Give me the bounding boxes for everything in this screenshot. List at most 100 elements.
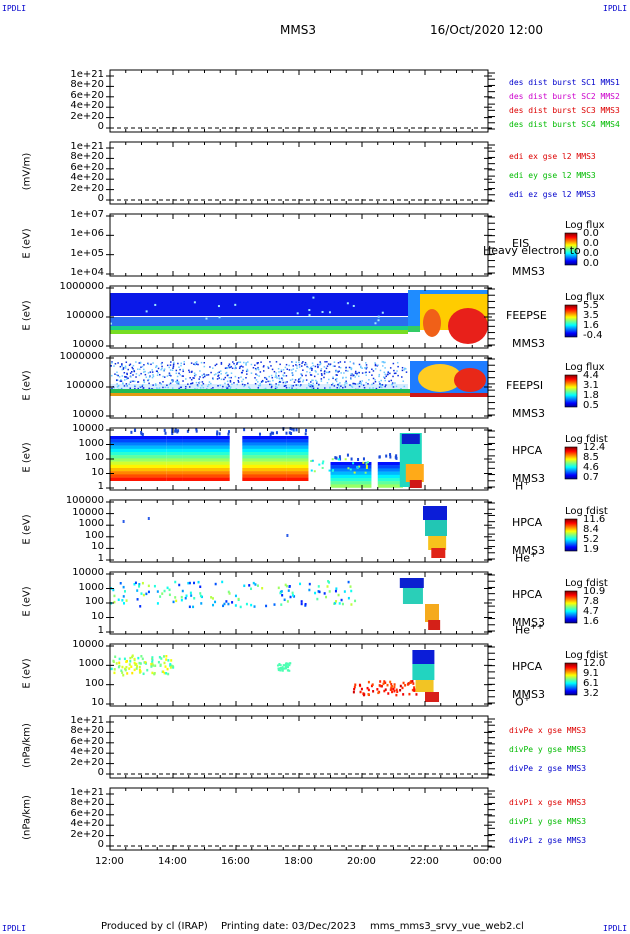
feepsi-noise-dot	[320, 380, 323, 382]
y-tick-label: 100	[84, 677, 104, 689]
feepsi-noise-dot	[264, 387, 267, 390]
feepsi-noise-dot	[381, 384, 384, 386]
hpca-hepp-speckle	[156, 590, 159, 593]
hpca-h-speckle	[163, 428, 166, 432]
feepsi-noise-dot	[391, 383, 394, 386]
hpca-hepp-speckle	[134, 581, 137, 585]
feepsi-noise-dot	[260, 361, 262, 363]
feepsi-noise-dot	[291, 387, 293, 389]
feepsi-noise-dot	[325, 367, 328, 370]
feepsi-noise-dot	[128, 383, 131, 385]
feepsi-noise-dot	[302, 369, 304, 371]
feepsi-noise-dot	[193, 372, 196, 375]
feepsi-noise-dot	[397, 374, 399, 377]
y-tick-label: 6e+20	[70, 89, 104, 101]
colorbar-value: 0.5	[583, 400, 599, 411]
feepsi-noise-dot	[225, 371, 228, 374]
colorbar-value: 5.5	[583, 300, 599, 311]
colorbar-value: 1.6	[583, 320, 599, 331]
legend-entry: edi ex gse l2 MMS3	[509, 152, 596, 161]
hpca-o-speckle	[286, 662, 289, 665]
hpca-h-speckle	[258, 432, 261, 436]
feepsi-noise-dot	[243, 385, 245, 388]
hpca-o-speckle	[118, 657, 121, 661]
hpca-hepp-speckle	[347, 580, 350, 584]
colorbar-title: Log fdist	[565, 506, 608, 517]
hpca-o-speckle	[169, 664, 172, 667]
colorbar-value: 0.0	[583, 258, 599, 269]
feepsi-noise-dot	[217, 385, 219, 387]
hpca-hepp-speckle	[284, 583, 287, 587]
feepsi-noise-dot	[126, 373, 128, 376]
x-tick-label: 18:00	[284, 856, 313, 867]
feepsi-noise-dot	[392, 375, 394, 378]
hpca-o-speckle	[157, 660, 160, 664]
hpca-o-low-energy	[415, 693, 418, 696]
feepsi-noise-dot	[172, 380, 174, 382]
feepsi-noise-dot	[230, 372, 233, 374]
feepsi-noise-dot	[320, 378, 323, 380]
feepsi-noise-dot	[335, 370, 337, 373]
feepsi-noise-dot	[257, 362, 259, 364]
hpca-h-speckle	[140, 431, 143, 435]
hpca-hepp-speckle	[222, 604, 225, 608]
y-tick-label: 4e+20	[70, 746, 104, 758]
feepsi-noise-dot	[292, 368, 295, 370]
feepsi-noise-dot	[305, 363, 308, 366]
feepsi-noise-dot	[147, 362, 149, 365]
feepsi-noise-dot	[157, 367, 160, 370]
feepsi-noise-dot	[353, 374, 356, 377]
hpca-o-low-energy	[371, 683, 374, 686]
hpca-h-band-cell	[242, 461, 287, 465]
feepsi-noise-dot	[311, 379, 313, 382]
hpca-hepp-speckle	[308, 588, 311, 592]
hpca-hepp-speckle	[314, 591, 317, 595]
feepsi-noise-dot	[391, 382, 394, 384]
overlay-text: Heavy electron to	[483, 244, 581, 257]
hpca-o-speckle	[120, 669, 123, 672]
hpca-h-speckle	[195, 429, 198, 433]
hpca-h-scatter	[310, 469, 313, 472]
feepsi-noise-dot	[380, 384, 382, 386]
hpca-hepp-speckle	[253, 605, 256, 608]
hpca-h-band-cell	[166, 442, 183, 446]
feepsi-noise-dot	[224, 376, 227, 379]
hpca-h-speckle	[171, 432, 174, 436]
hpca-h-band-cell	[286, 455, 309, 459]
hpca-h-burst-warm	[405, 464, 424, 482]
hpca-h-band-cell	[182, 452, 230, 456]
feepsi-noise-dot	[229, 379, 232, 382]
feepsi-noise-dot	[343, 372, 345, 374]
hpca-hepp-speckle	[147, 590, 150, 594]
hpca-h-band-cell	[166, 461, 183, 465]
feepsi-noise-dot	[312, 382, 314, 385]
feepsi-noise-dot	[301, 374, 303, 377]
feepsi-noise-dot	[185, 378, 187, 380]
colorbar	[564, 374, 578, 408]
hpca-hepp-speckle	[214, 600, 217, 604]
feepsi-noise-dot	[139, 361, 142, 364]
feepsi-noise-dot	[110, 364, 112, 367]
feepsi-noise-dot	[281, 379, 284, 381]
feepsi-noise-dot	[320, 373, 323, 375]
hpca-o-speckle	[128, 663, 131, 666]
feepsi-noise-dot	[141, 385, 144, 388]
feepsi-noise-dot	[295, 364, 297, 366]
hpca-h-band-cell	[377, 474, 403, 479]
feepsi-noise-dot	[295, 370, 297, 372]
feepsi-noise-dot	[212, 387, 214, 389]
feepsi-noise-dot	[321, 374, 323, 377]
feepsi-noise-dot	[224, 372, 227, 375]
feepsi-noise-dot	[225, 386, 228, 388]
feepsi-noise-dot	[300, 373, 302, 375]
hpca-o-low-energy	[393, 683, 396, 686]
feepsi-noise-dot	[237, 381, 240, 383]
hpca-hepp-speckle	[354, 599, 357, 603]
feepsi-noise-dot	[171, 381, 174, 383]
feepsi-noise-dot	[310, 366, 313, 368]
feepsi-noise-dot	[246, 370, 249, 372]
feepsi-noise-dot	[270, 383, 273, 386]
feepsi-noise-dot	[234, 375, 237, 378]
feepsi-noise-dot	[304, 361, 307, 364]
